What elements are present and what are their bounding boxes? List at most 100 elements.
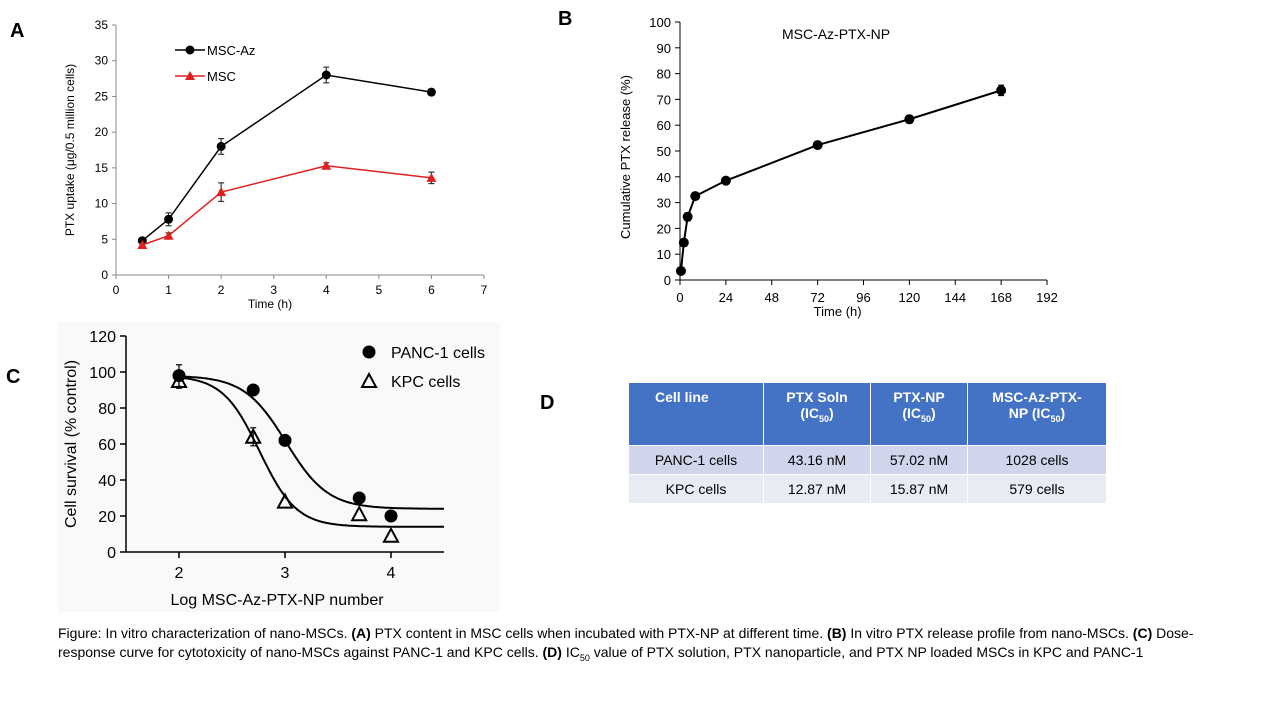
x-tick-label: 168 [990, 290, 1012, 305]
legend-label: MSC-Az [207, 43, 255, 58]
y-tick-label: 60 [657, 118, 671, 133]
legend-label: KPC cells [391, 374, 460, 391]
data-point [352, 507, 366, 520]
x-tick-label: 48 [765, 290, 779, 305]
y-axis-label: Cumulative PTX release (%) [618, 75, 633, 239]
x-axis-label: Time (h) [814, 304, 862, 319]
data-point [353, 492, 365, 504]
y-tick-label: 40 [657, 170, 671, 185]
data-point [996, 85, 1006, 95]
fit-curve [174, 376, 444, 509]
y-tick-label: 20 [657, 221, 671, 236]
x-tick-label: 3 [281, 565, 290, 582]
data-point [676, 266, 686, 276]
y-axis-label: Cell survival (% control) [63, 360, 80, 528]
x-tick-label: 5 [376, 283, 383, 297]
chart-b-release: 0 24 48 72 96 120 144 168 192 0 10 20 30 40 50 60 70 80 90… [600, 8, 1080, 328]
data-point [813, 140, 823, 150]
msc-az-ptx-np-value: 1028 cells [968, 446, 1107, 475]
y-tick-label: 80 [98, 401, 116, 418]
figure-caption: Figure: In vitro characterization of nan… [58, 624, 1208, 668]
y-tick-label: 25 [95, 89, 109, 103]
y-tick-label: 10 [95, 197, 109, 211]
y-tick-label: 0 [107, 545, 116, 562]
header-ptx-soln: PTX Soln (IC50) [764, 383, 871, 446]
y-tick-label: 40 [98, 473, 116, 490]
x-tick-label: 2 [218, 283, 225, 297]
data-point [165, 215, 173, 223]
header-cell-line: Cell line [629, 383, 764, 446]
y-tick-label: 90 [657, 41, 671, 56]
x-tick-label: 3 [270, 283, 277, 297]
y-tick-label: 50 [657, 144, 671, 159]
x-tick-label: 7 [481, 283, 488, 297]
table-row: KPC cells 12.87 nM 15.87 nM 579 cells [629, 475, 1107, 504]
panel-label-b: B [558, 8, 572, 31]
y-tick-label: 35 [95, 18, 109, 32]
x-tick-label: 144 [944, 290, 966, 305]
legend-label: MSC [207, 69, 236, 84]
y-tick-label: 100 [649, 15, 671, 30]
x-tick-label: 1 [165, 283, 172, 297]
panel-label-d: D [540, 392, 554, 415]
x-tick-label: 0 [676, 290, 683, 305]
data-point [427, 88, 435, 96]
data-point [385, 510, 397, 522]
y-tick-label: 80 [657, 67, 671, 82]
ptx-soln-value: 12.87 nM [764, 475, 871, 504]
x-tick-label: 96 [856, 290, 870, 305]
x-tick-label: 4 [323, 283, 330, 297]
header-ptx-np: PTX-NP (IC50) [871, 383, 968, 446]
data-point [384, 529, 398, 542]
x-tick-label: 2 [175, 565, 184, 582]
y-tick-label: 100 [89, 365, 116, 382]
data-point [247, 384, 259, 396]
series-line-msc [142, 166, 431, 245]
x-tick-label: 72 [810, 290, 824, 305]
y-tick-label: 0 [101, 268, 108, 282]
ptx-np-value: 57.02 nM [871, 446, 968, 475]
y-tick-label: 70 [657, 92, 671, 107]
panel-label-a: A [10, 20, 24, 43]
data-point [279, 434, 291, 446]
x-tick-label: 0 [113, 283, 120, 297]
data-point [683, 212, 693, 222]
x-axis-label: Time (h) [248, 297, 292, 311]
y-tick-label: 20 [95, 125, 109, 139]
ptx-soln-value: 43.16 nM [764, 446, 871, 475]
y-tick-label: 5 [101, 232, 108, 246]
msc-az-ptx-np-value: 579 cells [968, 475, 1107, 504]
data-point [321, 161, 331, 170]
y-tick-label: 120 [89, 329, 116, 346]
y-tick-label: 30 [657, 196, 671, 211]
panel-label-c: C [6, 366, 20, 389]
x-tick-label: 6 [428, 283, 435, 297]
fit-curve [174, 377, 444, 527]
y-tick-label: 20 [98, 509, 116, 526]
x-axis-label: Log MSC-Az-PTX-NP number [170, 592, 384, 609]
chart-a-uptake: 0 1 2 3 4 5 6 7 0 5 10 15 20 25 30 35 Time (h) PTX uptake… [50, 8, 550, 328]
data-point [217, 142, 225, 150]
legend-marker [186, 46, 194, 54]
y-axis-label: PTX uptake (μg/0.5 million cells) [63, 64, 77, 236]
cell-line-name: PANC-1 cells [629, 446, 764, 475]
y-tick-label: 10 [657, 247, 671, 262]
x-tick-label: 24 [719, 290, 733, 305]
y-tick-label: 60 [98, 437, 116, 454]
y-tick-label: 0 [664, 273, 671, 288]
legend-marker [362, 374, 376, 387]
x-tick-label: 120 [899, 290, 921, 305]
header-msc-az-ptx-np: MSC-Az-PTX- NP (IC50) [968, 383, 1107, 446]
data-point [904, 114, 914, 124]
data-point [690, 191, 700, 201]
ic50-table: Cell line PTX Soln (IC50) PTX-NP (IC50) MS… [628, 382, 1107, 504]
data-point [679, 238, 689, 248]
y-tick-label: 30 [95, 54, 109, 68]
ptx-np-value: 15.87 nM [871, 475, 968, 504]
series-line-msc-az [142, 75, 431, 241]
cell-line-name: KPC cells [629, 475, 764, 504]
legend-marker [363, 346, 375, 358]
table-row: PANC-1 cells 43.16 nM 57.02 nM 1028 cell… [629, 446, 1107, 475]
data-point [322, 71, 330, 79]
